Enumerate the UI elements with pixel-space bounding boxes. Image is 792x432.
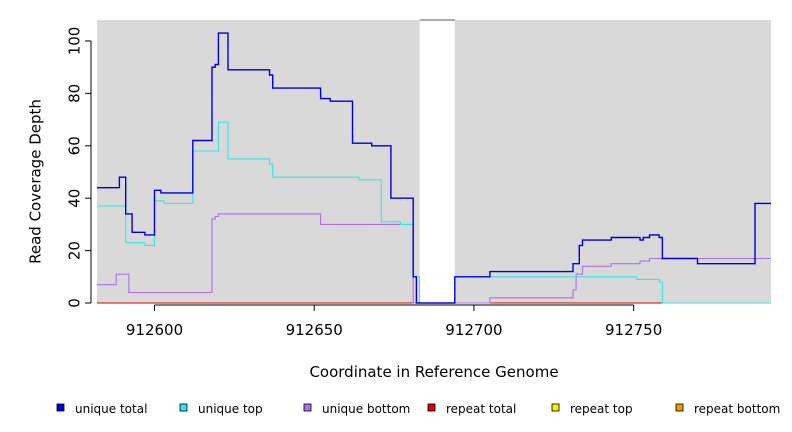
- series-line-unique-bottom: [97, 213, 771, 304]
- x-tick-label: 912600: [126, 321, 183, 339]
- series-layer: [97, 32, 771, 304]
- legend-label-unique-total: unique total: [75, 402, 147, 416]
- legend-label-unique-top: unique top: [198, 402, 263, 416]
- legend-swatch-repeat-top: [551, 403, 560, 412]
- x-axis: 912600 912650 912700 912750: [126, 304, 662, 339]
- x-axis-title: Coordinate in Reference Genome: [309, 363, 558, 381]
- x-tick-label: 912700: [445, 321, 502, 339]
- legend-label-repeat-top: repeat top: [570, 402, 633, 416]
- legend-swatch-repeat-bottom: [675, 403, 684, 412]
- legend-label-repeat-bottom: repeat bottom: [694, 402, 780, 416]
- y-tick-label: 0: [66, 298, 84, 308]
- legend-swatch-repeat-total: [427, 403, 436, 412]
- legend-swatch-unique-total: [56, 403, 65, 412]
- legend: unique total unique top unique bottom repea…: [56, 402, 780, 416]
- legend-label-unique-bottom: unique bottom: [322, 402, 410, 416]
- y-axis-title: Read Coverage Depth: [27, 99, 45, 264]
- x-tick-label: 912650: [286, 321, 343, 339]
- series-line-unique-top: [97, 121, 771, 304]
- y-tick-label: 80: [66, 84, 84, 103]
- x-tick-label: 912750: [605, 321, 662, 339]
- y-tick-label: 100: [66, 27, 84, 56]
- legend-swatch-unique-top: [179, 403, 188, 412]
- y-tick-label: 20: [66, 241, 84, 260]
- legend-swatch-unique-bottom: [303, 403, 312, 412]
- y-tick-label: 60: [66, 136, 84, 155]
- coverage-gap: [419, 20, 455, 303]
- y-axis: 0 20 40 60 80 100: [66, 27, 92, 308]
- series-line-unique-total: [97, 32, 771, 304]
- legend-label-repeat-total: repeat total: [446, 402, 516, 416]
- y-tick-label: 40: [66, 189, 84, 208]
